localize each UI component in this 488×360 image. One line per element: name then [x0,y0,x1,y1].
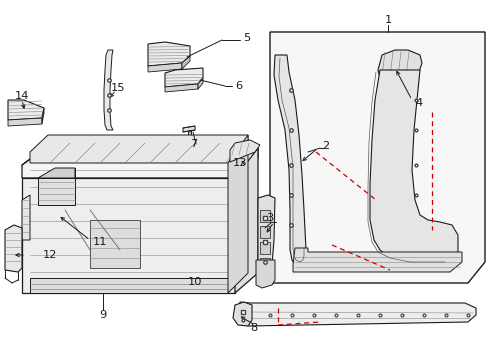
Polygon shape [258,195,274,280]
Text: 5: 5 [243,33,250,43]
Polygon shape [260,210,269,222]
Polygon shape [22,178,235,293]
Polygon shape [148,63,182,72]
Polygon shape [238,302,475,326]
Polygon shape [227,135,247,293]
Polygon shape [30,135,247,163]
Polygon shape [235,148,258,293]
Polygon shape [22,148,258,178]
Polygon shape [377,50,421,82]
Text: 2: 2 [321,141,328,151]
Text: 14: 14 [15,91,29,101]
Polygon shape [229,140,260,162]
Polygon shape [8,118,42,126]
Polygon shape [38,178,75,205]
Polygon shape [104,50,113,130]
Polygon shape [232,302,251,326]
Polygon shape [8,100,44,120]
Text: 8: 8 [250,323,257,333]
Polygon shape [38,168,75,178]
Polygon shape [369,70,457,265]
Polygon shape [164,84,198,92]
Text: 4: 4 [414,98,421,108]
Polygon shape [90,220,140,268]
Text: 7: 7 [190,139,197,149]
Text: 15: 15 [110,83,125,93]
Polygon shape [183,126,195,132]
Text: 13: 13 [232,158,247,168]
Text: 1: 1 [384,15,391,25]
Text: 3: 3 [266,213,273,223]
Text: 6: 6 [235,81,242,91]
Polygon shape [198,78,203,89]
Polygon shape [260,226,269,238]
Polygon shape [22,195,30,240]
Polygon shape [256,260,274,288]
Polygon shape [260,242,269,254]
Polygon shape [269,32,484,283]
Polygon shape [187,130,191,142]
Polygon shape [182,56,190,69]
Polygon shape [5,225,22,272]
Text: 12: 12 [43,250,57,260]
Text: 10: 10 [187,277,202,287]
Polygon shape [260,258,269,270]
Text: 9: 9 [99,310,106,320]
Polygon shape [164,68,203,87]
Polygon shape [30,278,227,293]
Polygon shape [42,108,44,124]
Text: 11: 11 [93,237,107,247]
Polygon shape [148,42,190,66]
Polygon shape [273,55,305,267]
Polygon shape [292,248,461,272]
